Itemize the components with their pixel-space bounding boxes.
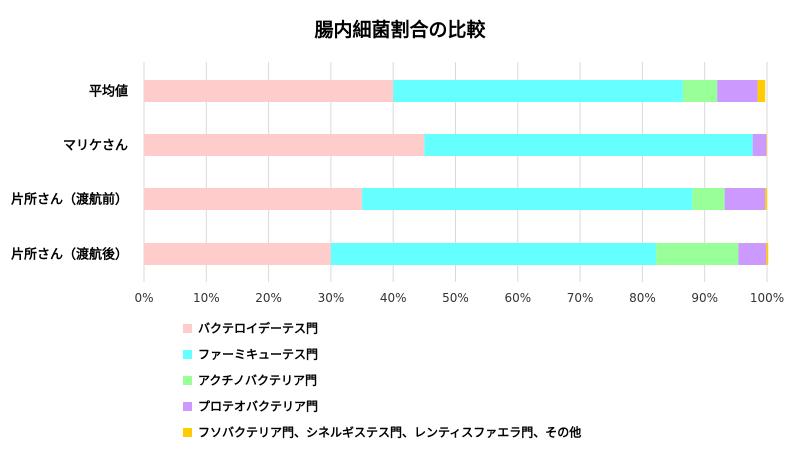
legend-swatch [183,376,192,385]
x-tick-label: 40% [380,291,407,305]
x-tick-label: 100% [750,291,784,305]
bar-segment [765,188,767,210]
bar-segment [682,80,718,102]
legend-label: フソバクテリア門、シネルギステス門、レンティスファエラ門、その他 [198,425,581,440]
x-tick-labels: 0% 10% 20% 30% 40% 50% 60% 70% 80% 90% 100% [134,291,784,305]
bar-segment [766,134,767,156]
bar-segment [738,243,767,265]
category-label: 片所さん（渡航後） [11,247,128,263]
bar-segment [757,80,766,102]
bar-segment [144,188,363,210]
bar-segment [144,80,394,102]
x-tick-label: 80% [629,291,656,305]
category-label: 平均値 [89,84,128,100]
bar-segment [362,188,693,210]
x-tick-label: 70% [567,291,594,305]
bar-segment [144,134,425,156]
bar-segment [144,243,331,265]
bar-segment [717,80,758,102]
bar-segment [766,243,769,265]
legend-swatch [183,350,192,359]
category-label: 片所さん（渡航前） [11,192,128,208]
x-tick-label: 0% [134,291,153,305]
legend-label: ファーミキューテス門 [198,348,318,362]
legend-label: アクチノバクテリア門 [198,374,317,388]
bar-segment [656,243,739,265]
x-tick-label: 20% [255,291,282,305]
x-tick-label: 10% [193,291,220,305]
x-tick-label: 50% [442,291,469,305]
bar-segment [752,134,767,156]
bar-segment [393,80,683,102]
legend-swatch [183,402,192,411]
bar-segment [724,188,766,210]
bar-segment [424,134,753,156]
category-label: マリケさん [63,139,128,154]
x-tick-label: 60% [504,291,531,305]
legend-swatch [183,428,192,437]
x-tick-label: 30% [318,291,345,305]
bar-segment [692,188,725,210]
x-tick-label: 90% [691,291,718,305]
chart-title: 腸内細菌割合の比較 [314,18,486,41]
legend-label: バクテロイデーテス門 [198,321,318,336]
bar-segment [330,243,657,265]
bars [144,80,769,265]
legend: バクテロイデーテス門ファーミキューテス門アクチノバクテリア門プロテオバクテリア門… [183,321,581,440]
legend-label: プロテオバクテリア門 [198,399,318,414]
legend-swatch [183,324,192,333]
